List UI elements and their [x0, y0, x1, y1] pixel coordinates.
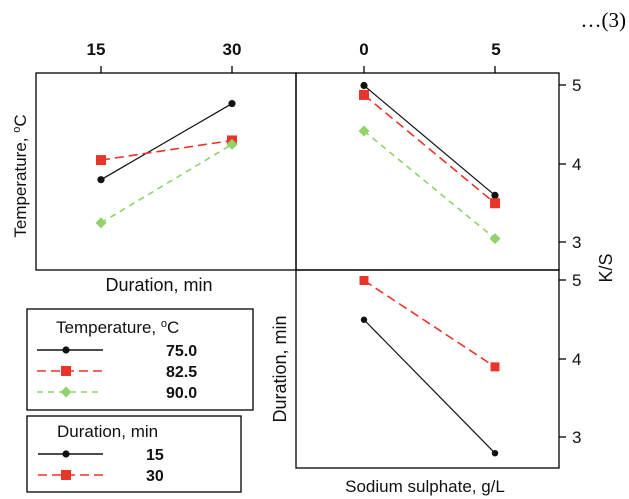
series-line-75.0 [100, 103, 233, 181]
data-point-75.0-1 [228, 99, 236, 108]
legend-temperature-box [26, 308, 254, 411]
data-point-90.0-0 [358, 125, 370, 137]
legend-temperature-items: 75.0 82.5 90.0 [37, 343, 197, 402]
y-tick-top-5: 5 [572, 76, 581, 95]
legend-duration-box [26, 415, 242, 493]
legend-marker-75.0 [62, 346, 70, 354]
y-tick-top-3: 3 [572, 233, 581, 252]
legend-label-30: 30 [146, 468, 164, 485]
data-point-30-0 [359, 276, 369, 285]
series-line-82.5 [100, 139, 233, 161]
data-point-15-1 [491, 450, 499, 457]
y-tick-bottom-4: 4 [572, 350, 581, 369]
legend-label-82.5: 82.5 [166, 364, 197, 381]
data-point-75.0-1 [491, 191, 499, 199]
legend-label-15: 15 [146, 447, 164, 464]
panel-temperature-vs-sodium-sulphate-marks [358, 81, 501, 245]
data-point-82.5-1 [490, 198, 500, 209]
duration-vertical-axis-label: Duration, min [270, 315, 290, 422]
temperature-axis-label: Temperature, oC [11, 114, 30, 237]
legend-label-75.0: 75.0 [166, 343, 197, 360]
top-tick-marks [100, 66, 496, 73]
ks-axis-label: K/S [596, 253, 616, 282]
panel-top-right-frame [295, 72, 560, 271]
legend-marker-15 [62, 450, 70, 458]
tick-label-duration-30: 30 [223, 40, 242, 59]
tick-label-sulphate-5: 5 [491, 40, 500, 59]
legend-marker-90.0 [60, 386, 72, 398]
data-point-30-1 [490, 362, 500, 372]
series-line-75.0 [363, 85, 496, 196]
legend-temperature-title: Temperature, oC [56, 318, 179, 337]
data-point-90.0-1 [226, 138, 238, 150]
data-point-15-0 [360, 316, 368, 323]
series-line-15 [363, 319, 496, 454]
sodium-sulphate-axis-label: Sodium sulphate, g/L [345, 477, 505, 496]
y-tick-bottom-3: 3 [572, 428, 581, 447]
legend-marker-82.5 [61, 366, 71, 376]
tick-label-duration-15: 15 [87, 40, 106, 59]
data-point-75.0-0 [360, 81, 368, 90]
series-line-90.0 [363, 130, 496, 240]
series-line-30 [363, 279, 496, 368]
tick-label-sulphate-0: 0 [359, 40, 368, 59]
panel-temperature-vs-duration-marks [95, 99, 238, 229]
data-point-75.0-0 [97, 176, 105, 184]
legend-duration-title: Duration, min [57, 422, 158, 441]
equation-number: …(3) [581, 8, 627, 32]
y-tick-top-4: 4 [572, 155, 581, 174]
panel-top-left-frame [35, 72, 297, 271]
y-tick-bottom-5: 5 [572, 271, 581, 290]
data-point-82.5-0 [96, 155, 106, 166]
panel-bottom-right-frame [295, 269, 560, 469]
duration-axis-label: Duration, min [105, 275, 212, 295]
data-point-90.0-1 [489, 233, 501, 245]
legend-marker-30 [61, 470, 71, 480]
panel-duration-vs-sodium-sulphate-marks [359, 276, 500, 457]
chart-marks [95, 81, 501, 457]
data-point-90.0-0 [95, 217, 107, 229]
series-line-82.5 [363, 94, 496, 204]
legend-label-90.0: 90.0 [166, 385, 197, 402]
data-point-82.5-0 [359, 89, 369, 100]
series-line-90.0 [100, 143, 233, 224]
right-tick-marks [559, 84, 566, 438]
